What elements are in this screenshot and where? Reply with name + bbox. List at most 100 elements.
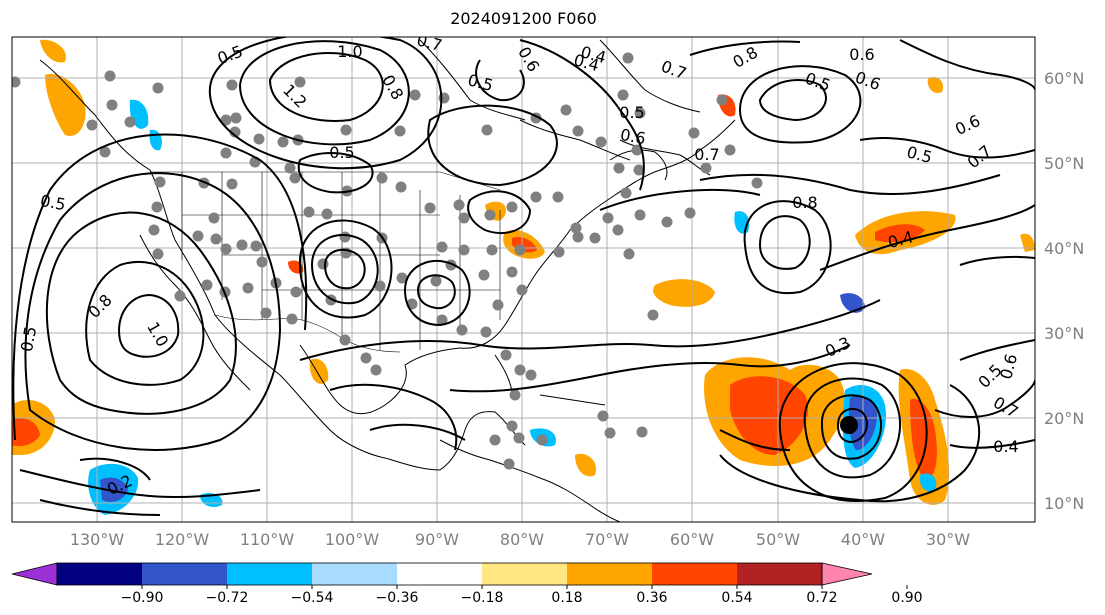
observation-marker: [481, 124, 493, 136]
colorbar: [11, 562, 908, 589]
contour-label: 0.6: [849, 45, 874, 64]
coastlines: [39, 39, 736, 522]
observation-marker: [602, 212, 614, 224]
observation-marker: [489, 434, 501, 446]
observation-marker: [220, 147, 232, 159]
colorbar-tick-labels: −0.90 −0.72 −0.54 −0.36 −0.18 0.18 0.36 …: [121, 590, 923, 606]
observation-marker: [220, 114, 232, 126]
lat-label: 50°N: [1044, 154, 1084, 173]
lat-label: 20°N: [1044, 409, 1084, 428]
observation-marker: [340, 124, 352, 136]
observation-marker: [572, 125, 584, 137]
lon-label: 60°W: [670, 530, 714, 549]
observation-marker: [613, 162, 625, 174]
colorbar-tick-label: 0.90: [891, 590, 922, 606]
observation-marker: [553, 246, 565, 258]
colorbar-segment: [567, 563, 652, 585]
contour-label: 0.8: [792, 193, 817, 212]
warm-anomaly-atlantic-core: [875, 224, 925, 243]
observation-marker: [290, 286, 302, 298]
observation-marker: [636, 426, 648, 438]
observation-marker: [516, 284, 528, 296]
observation-marker: [506, 266, 518, 278]
lat-label: 60°N: [1044, 69, 1084, 88]
warm-anomaly-alaska: [45, 74, 86, 136]
contour-label: 0.5: [39, 191, 67, 214]
observation-marker: [152, 82, 164, 94]
contour-label: 0.4: [993, 437, 1018, 456]
observation-marker: [716, 94, 728, 106]
lon-label: 110°W: [240, 530, 295, 549]
observation-marker: [597, 410, 609, 422]
observation-marker: [530, 191, 542, 203]
observation-marker: [409, 89, 421, 101]
observation-marker: [339, 334, 351, 346]
observation-marker: [430, 275, 442, 287]
colorbar-tick-label: −0.36: [376, 590, 419, 606]
lon-label: 100°W: [325, 530, 380, 549]
observation-marker: [124, 116, 136, 128]
observation-marker: [536, 434, 548, 446]
colorbar-extend-high: [821, 562, 873, 586]
observation-marker: [226, 79, 238, 91]
observation-marker: [424, 202, 436, 214]
observation-marker: [236, 239, 248, 251]
observation-marker: [514, 244, 526, 256]
contour-label: 0.5: [329, 143, 354, 162]
lon-label: 130°W: [70, 530, 125, 549]
lon-label: 50°W: [756, 530, 800, 549]
map-frame: [11, 36, 1036, 523]
contour-label: 0.5: [619, 103, 644, 122]
colorbar-tick-label: 0.72: [806, 590, 837, 606]
observation-marker: [700, 162, 712, 174]
colorbar-extend-low: [11, 562, 58, 586]
observation-marker: [86, 119, 98, 131]
contour-label: 1.0: [337, 42, 362, 61]
observation-marker: [277, 136, 289, 148]
contour-label: 0.6: [619, 125, 647, 148]
contour-label: 0.7: [694, 145, 719, 164]
cold-anomaly-atlantic-far: [919, 473, 937, 492]
observation-marker: [104, 70, 116, 82]
observation-marker: [506, 201, 518, 213]
lon-label: 120°W: [155, 530, 210, 549]
observation-marker: [436, 314, 448, 326]
latitude-labels: 60°N 50°N 40°N 30°N 20°N 10°N: [1044, 69, 1084, 513]
observation-marker: [604, 427, 616, 439]
observation-marker: [220, 243, 232, 255]
observation-marker: [436, 241, 448, 253]
observation-marker: [154, 176, 166, 188]
observation-marker: [12, 76, 21, 88]
observation-marker: [395, 181, 407, 193]
warm-anomaly-eastpac-core: [12, 418, 40, 447]
observation-marker: [633, 164, 645, 176]
observation-marker: [486, 244, 498, 256]
observation-marker: [509, 389, 521, 401]
cold-anomaly-atlantic-small: [840, 293, 865, 313]
observation-marker: [289, 172, 301, 184]
observation-marker: [201, 279, 213, 291]
observation-marker: [210, 233, 222, 245]
warm-anomaly-60w: [653, 279, 715, 307]
colorbar-tick-label: −0.90: [121, 590, 164, 606]
warm-anomaly-east-core: [910, 399, 937, 480]
storm-center-marker: [840, 416, 858, 434]
observation-marker: [303, 206, 315, 218]
colorbar-outline: [56, 562, 823, 586]
observation-marker: [242, 282, 254, 294]
colorbar-tick-label: 0.18: [551, 590, 582, 606]
observation-marker: [623, 248, 635, 260]
observation-marker: [208, 212, 220, 224]
colorbar-segment: [737, 563, 822, 585]
colorbar-segment: [142, 563, 227, 585]
observation-marker: [229, 126, 241, 138]
observation-marker: [620, 187, 632, 199]
observation-marker: [226, 178, 238, 190]
colorbar-tick-label: 0.54: [721, 590, 752, 606]
lon-label: 70°W: [585, 530, 629, 549]
colorbar-segment: [57, 563, 142, 585]
observation-marker: [514, 364, 526, 376]
observation-marker: [230, 112, 242, 124]
observation-marker: [480, 326, 492, 338]
